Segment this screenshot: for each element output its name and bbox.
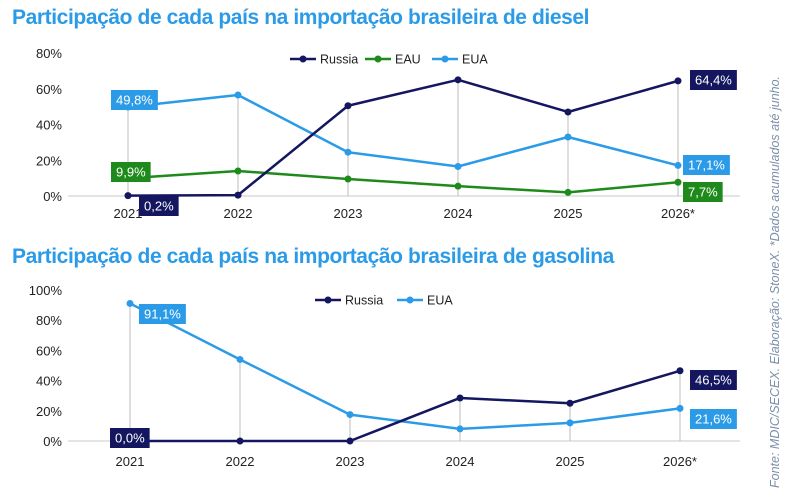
- diesel-point-russia: [234, 191, 242, 199]
- diesel-chart-title: Participação de cada país na importação …: [12, 6, 590, 29]
- gasoline-y-tick-label: 100%: [29, 283, 63, 298]
- diesel-data-label-eua: 17,1%: [683, 155, 730, 175]
- charts-canvas: 0% 20% 40% 60% 80% 2021 2022 2023 2024 2025 2026* R…: [29, 46, 740, 469]
- gasoline-x-tick-label: 2021: [116, 454, 145, 469]
- diesel-point-eau: [674, 178, 682, 186]
- diesel-point-eua: [344, 148, 352, 156]
- diesel-y-tick-label: 80%: [36, 46, 62, 61]
- diesel-point-eua: [234, 91, 242, 99]
- diesel-data-label-russia: 0,2%: [139, 196, 179, 216]
- gasoline-series-line-eua: [129, 302, 681, 431]
- diesel-x-tick-label: 2023: [334, 206, 363, 221]
- legend-swatch-dot-eua: [406, 296, 414, 304]
- diesel-point-eau: [564, 188, 572, 196]
- diesel-point-eua: [564, 133, 572, 141]
- diesel-point-russia: [564, 108, 572, 116]
- gasoline-x-tick-label: 2025: [556, 454, 585, 469]
- diesel-y-tick-label: 0%: [43, 189, 62, 204]
- legend-swatch-dot-russia: [299, 55, 307, 63]
- gasoline-chart-title: Participação de cada país na importação …: [12, 245, 614, 268]
- diesel-data-label-russia-text: 64,4%: [695, 73, 732, 88]
- diesel-data-label-eau-box: [111, 162, 151, 182]
- diesel-point-eua: [454, 163, 462, 171]
- diesel-point-russia: [344, 102, 352, 110]
- diesel-data-label-eau: 9,9%: [111, 162, 151, 182]
- gasoline-point-eua: [346, 411, 354, 419]
- gasoline-y-tick-label: 0%: [43, 434, 62, 449]
- gasoline-data-label-russia-text: 0,0%: [115, 431, 145, 446]
- gasoline-data-label-eua-box: [690, 409, 737, 429]
- legend-label-eua: EUA: [427, 294, 453, 308]
- diesel-series-line-russia: [127, 78, 679, 197]
- gasoline-data-label-eua-text: 21,6%: [695, 412, 732, 427]
- gasoline-y-tick-label: 80%: [36, 313, 62, 328]
- diesel-data-label-eau-text: 9,9%: [116, 165, 146, 180]
- gasoline-point-eua: [676, 404, 684, 412]
- gasoline-data-label-eua: 21,6%: [690, 409, 737, 429]
- diesel-point-eua: [674, 161, 682, 169]
- source-note: Fonte: MDIC/SECEX. Elaboração: StoneX. *…: [768, 75, 782, 488]
- gasoline-y-tick-label: 60%: [36, 343, 62, 358]
- diesel-point-russia: [124, 192, 132, 200]
- gasoline-point-eua: [126, 299, 134, 307]
- diesel-data-label-eau-text: 7,7%: [688, 185, 718, 200]
- gasoline-point-russia: [676, 367, 684, 375]
- gasoline-data-label-russia: 46,5%: [690, 370, 737, 390]
- gasoline-data-label-eua-text: 91,1%: [144, 307, 181, 322]
- gasoline-point-eua: [456, 425, 464, 433]
- legend-label-eau: EAU: [395, 53, 421, 67]
- gasoline-data-label-russia-box: [690, 370, 737, 390]
- gasoline-point-russia: [456, 394, 464, 402]
- diesel-data-label-eua-text: 17,1%: [688, 158, 725, 173]
- diesel-data-label-russia-box: [139, 196, 179, 216]
- diesel-data-label-russia-text: 0,2%: [144, 199, 174, 214]
- diesel-data-label-eua-text: 49,8%: [116, 93, 153, 108]
- gasoline-x-tick-label: 2026*: [663, 454, 697, 469]
- legend-label-russia: Russia: [345, 294, 383, 308]
- gasoline-y-tick-label: 40%: [36, 374, 62, 389]
- gasoline-x-tick-label: 2023: [336, 454, 365, 469]
- diesel-data-label-russia: 64,4%: [690, 70, 737, 90]
- diesel-y-tick-label: 20%: [36, 153, 62, 168]
- diesel-x-tick-label: 2022: [224, 206, 253, 221]
- diesel-series-line-eua: [127, 93, 679, 168]
- gasoline-data-label-eua-box: [139, 304, 186, 324]
- gasoline-point-russia: [236, 437, 244, 445]
- gasoline-point-eua: [236, 355, 244, 363]
- gasoline-point-eua: [566, 419, 574, 427]
- gasoline-series-line-russia: [130, 369, 681, 443]
- diesel-x-tick-label: 2024: [444, 206, 473, 221]
- diesel-point-eau: [344, 175, 352, 183]
- legend-swatch-dot-eau: [374, 55, 382, 63]
- gasoline-y-tick-label: 20%: [36, 404, 62, 419]
- gasoline-data-label-russia-text: 46,5%: [695, 373, 732, 388]
- diesel-data-label-eua-box: [683, 155, 730, 175]
- diesel-point-russia: [454, 76, 462, 84]
- gasoline-x-tick-label: 2022: [226, 454, 255, 469]
- diesel-x-tick-label: 2026*: [661, 206, 695, 221]
- diesel-data-label-eau: 7,7%: [683, 182, 723, 202]
- diesel-y-tick-label: 60%: [36, 82, 62, 97]
- gasoline-data-label-russia: 0,0%: [110, 428, 150, 448]
- diesel-x-tick-label: 2025: [554, 206, 583, 221]
- diesel-data-label-eau-box: [683, 182, 723, 202]
- gasoline-point-russia: [566, 399, 574, 407]
- legend-label-eua: EUA: [462, 53, 488, 67]
- diesel-x-tick-label: 2021: [114, 206, 143, 221]
- legend-label-russia: Russia: [320, 53, 358, 67]
- legend-swatch-dot-russia: [324, 296, 332, 304]
- diesel-point-eau: [454, 182, 462, 190]
- diesel-data-label-eua-box: [111, 90, 158, 110]
- gasoline-point-russia: [346, 437, 354, 445]
- gasoline-data-label-russia-box: [110, 428, 150, 448]
- legend-swatch-dot-eua: [441, 55, 449, 63]
- diesel-series-line-eau: [127, 169, 679, 194]
- diesel-y-tick-label: 40%: [36, 118, 62, 133]
- diesel-data-label-eua: 49,8%: [111, 90, 158, 110]
- gasoline-data-label-eua: 91,1%: [139, 304, 186, 324]
- diesel-point-russia: [674, 77, 682, 85]
- gasoline-x-tick-label: 2024: [446, 454, 475, 469]
- diesel-point-eau: [234, 167, 242, 175]
- diesel-data-label-russia-box: [690, 70, 737, 90]
